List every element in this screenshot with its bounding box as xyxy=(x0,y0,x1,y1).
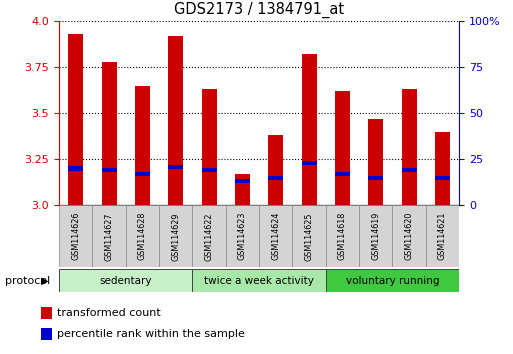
Bar xyxy=(202,89,216,205)
Bar xyxy=(59,205,92,267)
Text: transformed count: transformed count xyxy=(57,308,161,318)
Bar xyxy=(326,269,459,292)
Bar xyxy=(292,205,326,267)
Bar xyxy=(402,89,417,205)
Bar xyxy=(359,205,392,267)
Bar xyxy=(135,172,150,176)
Text: voluntary running: voluntary running xyxy=(346,275,439,286)
Text: twice a week activity: twice a week activity xyxy=(204,275,314,286)
Bar xyxy=(392,205,426,267)
Text: ▶: ▶ xyxy=(41,275,48,286)
Bar xyxy=(159,205,192,267)
Bar xyxy=(59,269,192,292)
Text: GSM114629: GSM114629 xyxy=(171,212,180,261)
Bar xyxy=(259,205,292,267)
Bar xyxy=(435,132,450,205)
Bar xyxy=(435,176,450,180)
Bar xyxy=(268,135,283,205)
Bar xyxy=(68,166,83,171)
Bar xyxy=(202,168,216,172)
Bar xyxy=(226,205,259,267)
Text: GSM114621: GSM114621 xyxy=(438,212,447,261)
Bar xyxy=(426,205,459,267)
Bar xyxy=(135,86,150,205)
Bar xyxy=(235,174,250,205)
Text: GSM114627: GSM114627 xyxy=(105,212,113,261)
Bar xyxy=(302,161,317,165)
Bar xyxy=(192,269,326,292)
Text: GSM114626: GSM114626 xyxy=(71,212,80,261)
Text: GSM114619: GSM114619 xyxy=(371,212,380,261)
Text: GSM114620: GSM114620 xyxy=(405,212,413,261)
Bar xyxy=(368,176,383,180)
Bar xyxy=(235,179,250,183)
Bar xyxy=(326,205,359,267)
Bar xyxy=(268,176,283,180)
Bar xyxy=(402,168,417,172)
Text: GSM114623: GSM114623 xyxy=(238,212,247,261)
Bar xyxy=(102,168,116,172)
Bar xyxy=(68,34,83,205)
Bar xyxy=(92,205,126,267)
Bar xyxy=(168,36,183,205)
Bar xyxy=(102,62,116,205)
Bar xyxy=(302,55,317,205)
Bar xyxy=(126,205,159,267)
Text: GSM114625: GSM114625 xyxy=(305,212,313,261)
Bar xyxy=(168,165,183,169)
Bar xyxy=(192,205,226,267)
Text: sedentary: sedentary xyxy=(100,275,152,286)
Text: protocol: protocol xyxy=(5,275,50,286)
Bar xyxy=(368,119,383,205)
Text: GSM114618: GSM114618 xyxy=(338,212,347,261)
Title: GDS2173 / 1384791_at: GDS2173 / 1384791_at xyxy=(174,2,344,18)
Text: GSM114622: GSM114622 xyxy=(205,212,213,261)
Text: percentile rank within the sample: percentile rank within the sample xyxy=(57,329,245,339)
Bar xyxy=(335,172,350,176)
Text: GSM114628: GSM114628 xyxy=(138,212,147,261)
Bar xyxy=(335,91,350,205)
Text: GSM114624: GSM114624 xyxy=(271,212,280,261)
